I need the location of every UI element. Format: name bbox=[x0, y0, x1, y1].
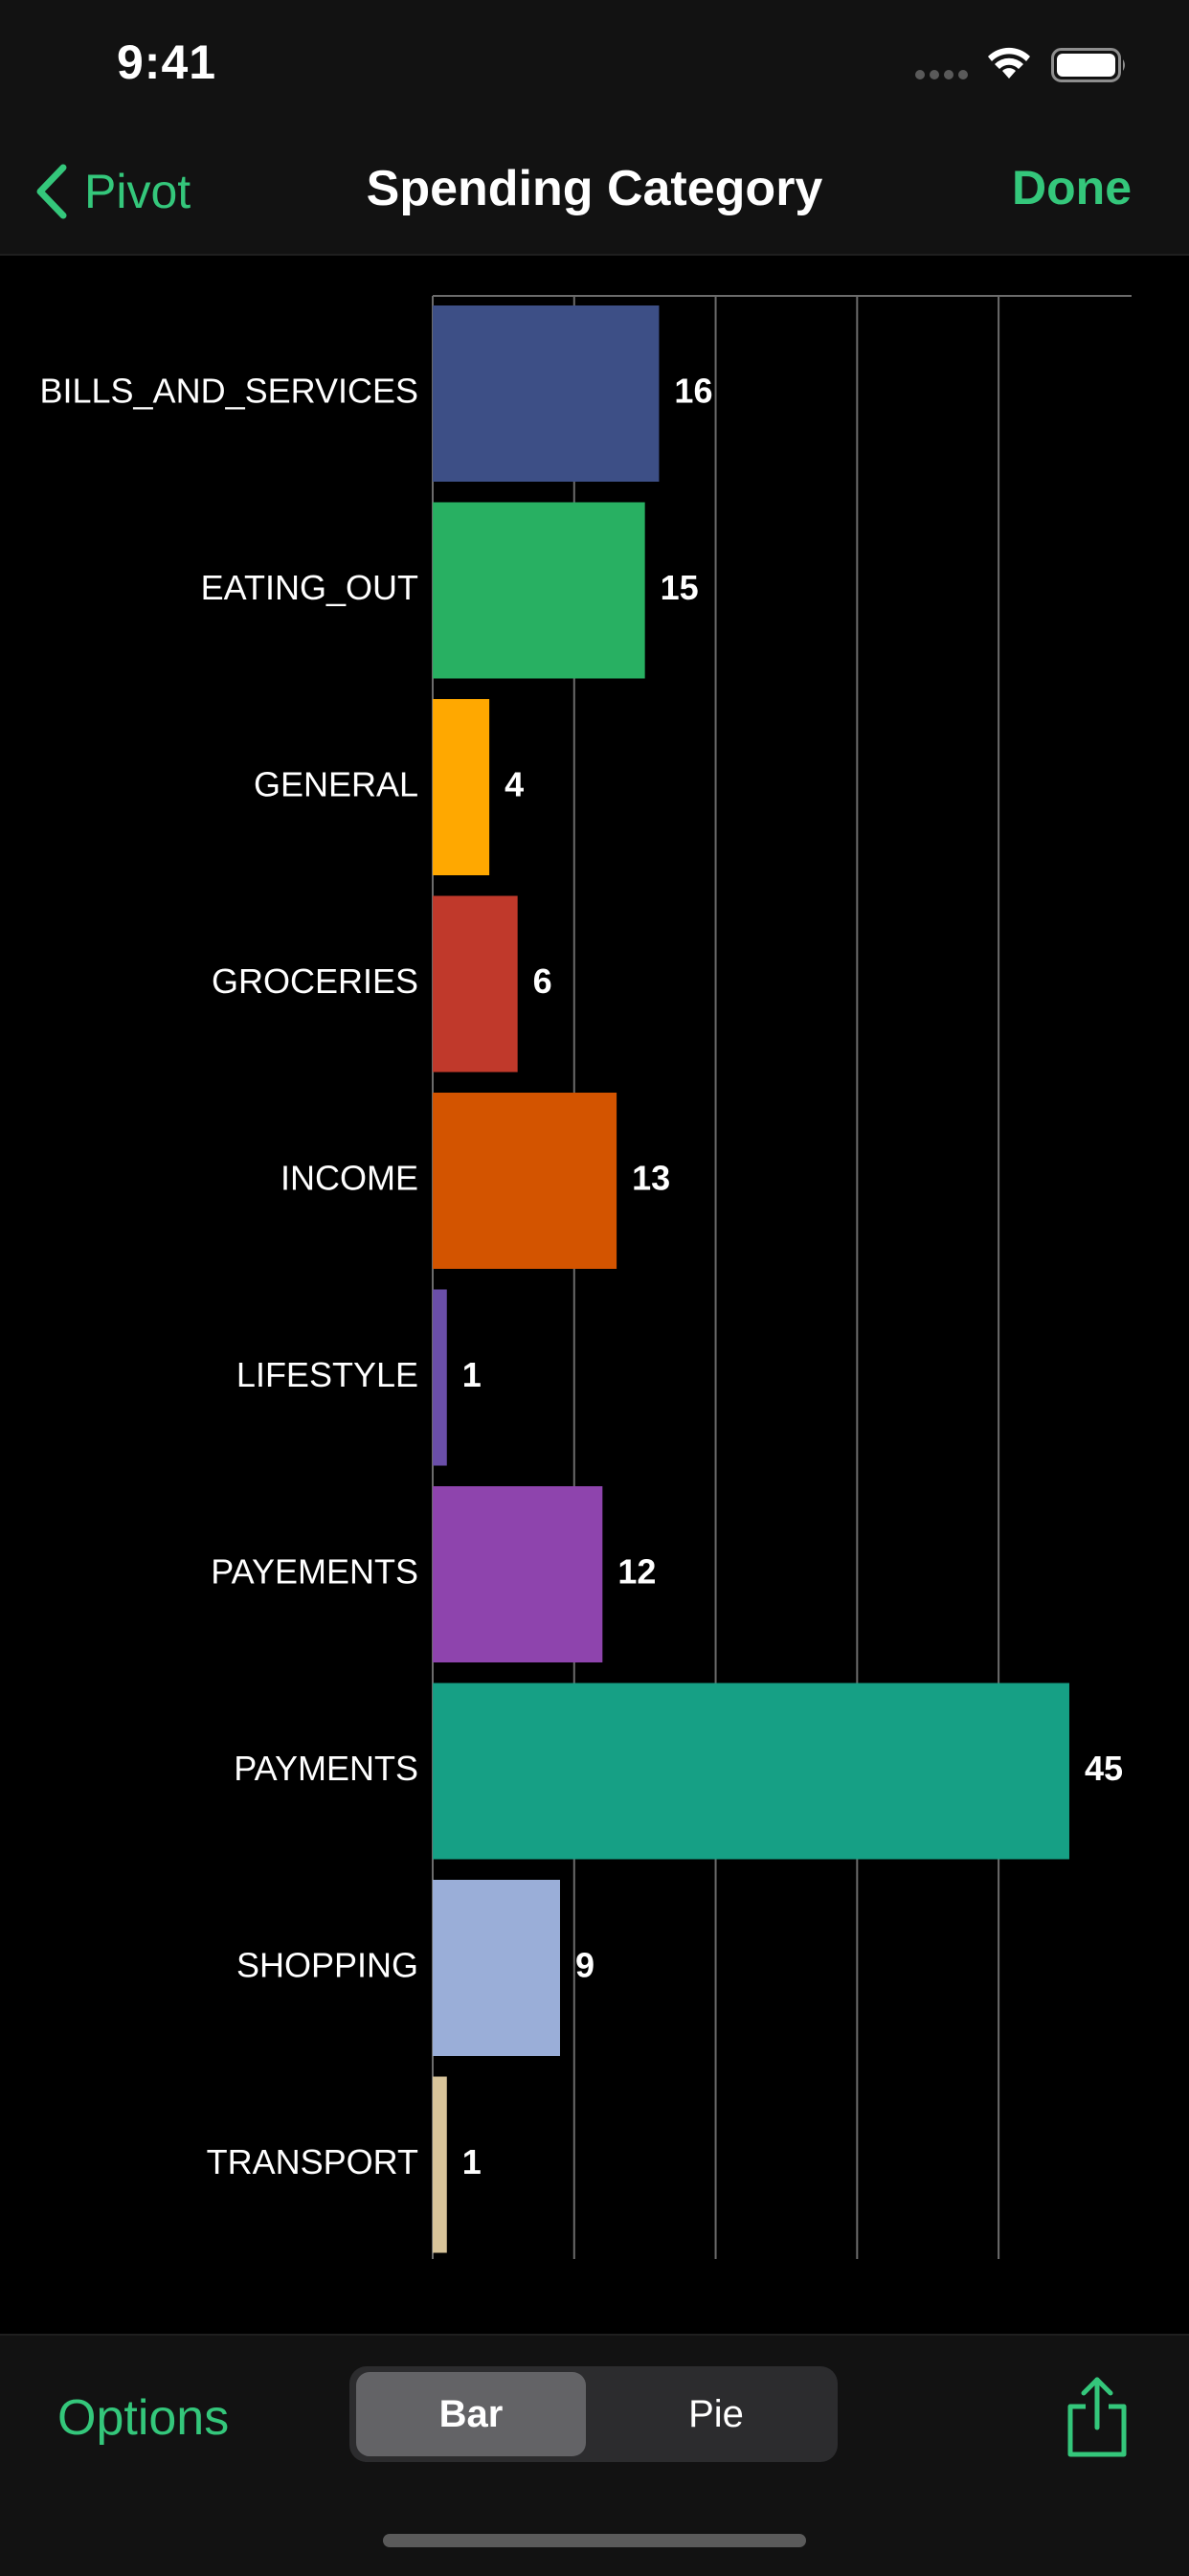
bar-payements[interactable] bbox=[433, 1486, 603, 1662]
bar-shopping[interactable] bbox=[433, 1880, 560, 2056]
bar-eating-out[interactable] bbox=[433, 502, 645, 679]
category-label: TRANSPORT bbox=[207, 2142, 418, 2181]
segment-pie[interactable]: Pie bbox=[688, 2393, 744, 2435]
navigation-bar: Pivot Spending Category Done bbox=[0, 129, 1189, 256]
category-label: GROCERIES bbox=[212, 961, 418, 1001]
bar-lifestyle[interactable] bbox=[433, 1289, 447, 1466]
home-indicator bbox=[383, 2534, 806, 2547]
category-label: BILLS_AND_SERVICES bbox=[39, 372, 418, 411]
value-label: 13 bbox=[632, 1159, 670, 1198]
chart-type-segmented-control: Bar Pie bbox=[349, 2366, 838, 2462]
bar-bills-and-services[interactable] bbox=[433, 305, 660, 482]
bar-transport[interactable] bbox=[433, 2076, 447, 2253]
status-time: 9:41 bbox=[117, 35, 217, 89]
wifi-icon bbox=[988, 47, 1030, 79]
bar-chart: BILLS_AND_SERVICES 16 EATING_OUT 15 GENERAL 4… bbox=[0, 256, 1189, 2334]
category-label: SHOPPING bbox=[236, 1946, 418, 1985]
cellular-signal-icon bbox=[915, 70, 968, 79]
category-label: LIFESTYLE bbox=[236, 1355, 418, 1394]
value-label: 4 bbox=[505, 765, 524, 804]
bar-payments[interactable] bbox=[433, 1683, 1069, 1860]
value-label: 12 bbox=[617, 1552, 656, 1592]
bar-income[interactable] bbox=[433, 1093, 617, 1269]
status-bar: 9:41 bbox=[0, 0, 1189, 129]
value-label: 45 bbox=[1085, 1749, 1123, 1788]
back-label: Pivot bbox=[84, 165, 191, 218]
bar-groceries[interactable] bbox=[433, 895, 518, 1073]
back-button[interactable]: Pivot bbox=[33, 158, 191, 225]
segment-bar[interactable]: Bar bbox=[356, 2372, 586, 2456]
value-label: 15 bbox=[661, 568, 699, 607]
value-label: 9 bbox=[575, 1946, 594, 1985]
category-label: PAYEMENTS bbox=[211, 1552, 418, 1592]
bar-general[interactable] bbox=[433, 699, 490, 875]
share-icon[interactable] bbox=[1063, 2374, 1132, 2460]
category-label: PAYMENTS bbox=[234, 1749, 418, 1788]
category-label: GENERAL bbox=[254, 765, 418, 804]
category-label: EATING_OUT bbox=[201, 568, 418, 607]
value-label: 1 bbox=[462, 1355, 482, 1394]
battery-icon bbox=[1051, 48, 1125, 82]
chevron-left-icon bbox=[36, 164, 67, 219]
value-label: 6 bbox=[533, 961, 552, 1001]
done-button[interactable]: Done bbox=[1012, 161, 1132, 215]
options-button[interactable]: Options bbox=[57, 2390, 230, 2446]
page-title: Spending Category bbox=[366, 161, 823, 216]
value-label: 1 bbox=[462, 2142, 482, 2181]
value-label: 16 bbox=[674, 372, 712, 411]
category-label: INCOME bbox=[280, 1159, 418, 1198]
